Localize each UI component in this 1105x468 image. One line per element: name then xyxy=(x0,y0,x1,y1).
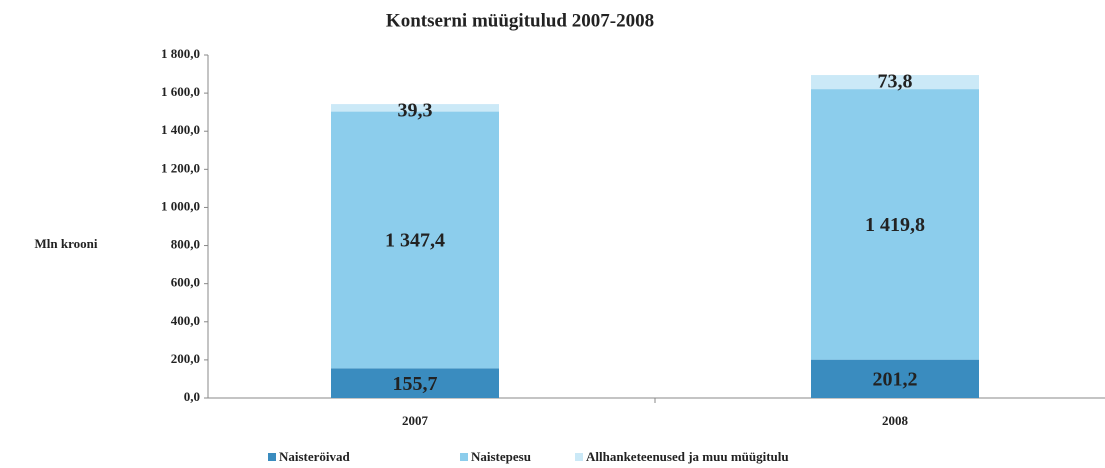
value-label: 201,2 xyxy=(873,368,918,390)
y-tick-label: 0,0 xyxy=(184,389,200,404)
bar-segment xyxy=(811,89,979,360)
y-tick-label: 600,0 xyxy=(171,275,200,290)
legend-swatch xyxy=(268,453,276,461)
value-label: 155,7 xyxy=(393,373,438,395)
bar-segment xyxy=(811,359,979,398)
y-tick-label: 800,0 xyxy=(171,237,200,252)
bar-segment xyxy=(331,111,499,369)
y-tick-label: 1 400,0 xyxy=(161,122,200,137)
y-tick-label: 1 800,0 xyxy=(161,46,200,61)
legend-label: Naisteröivad xyxy=(279,449,351,464)
y-tick-label: 1 200,0 xyxy=(161,160,200,175)
value-label: 1 419,8 xyxy=(865,214,925,236)
y-tick-label: 200,0 xyxy=(171,351,200,366)
bar-segment xyxy=(331,368,499,398)
x-tick-label: 2007 xyxy=(402,413,429,428)
y-tick-label: 400,0 xyxy=(171,313,200,328)
legend-label: Naistepesu xyxy=(471,449,531,464)
y-tick-label: 1 000,0 xyxy=(161,198,200,213)
bar-segment xyxy=(811,75,979,90)
legend-swatch xyxy=(460,453,468,461)
x-tick-label: 2008 xyxy=(882,413,909,428)
value-label: 1 347,4 xyxy=(385,230,445,252)
chart-title: Kontserni müügitulud 2007-2008 xyxy=(386,10,654,31)
legend-label: Allhanketeenused ja muu müügitulu xyxy=(586,449,789,464)
legend-swatch xyxy=(575,453,583,461)
y-axis-label: Mln krooni xyxy=(35,236,98,251)
value-label: 39,3 xyxy=(398,100,433,122)
value-label: 73,8 xyxy=(878,71,913,93)
bar-segment xyxy=(331,104,499,112)
y-tick-label: 1 600,0 xyxy=(161,84,200,99)
